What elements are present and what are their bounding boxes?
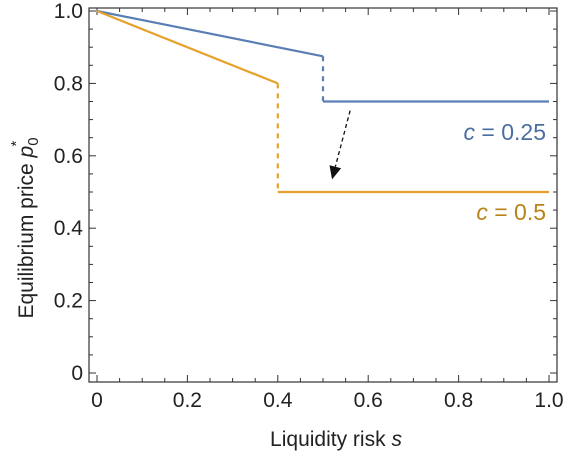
x-tick-label: 0.6: [354, 389, 383, 412]
y-tick-label: 1.0: [54, 0, 83, 23]
annotation-arrow-head: [329, 165, 342, 180]
series-label-1: c = 0.25: [464, 119, 546, 145]
y-tick-label: 0: [71, 362, 83, 385]
x-tick-label: 0: [91, 389, 103, 412]
x-axis-title: Liquidity risk s: [270, 428, 402, 451]
y-axis-title: Equilibrium price p0*: [8, 137, 42, 318]
y-tick-label: 0.8: [54, 72, 83, 95]
axis-ticks: 0 0.2 0.4 0.6 0.8 1.0 0 0.2 0.4 0.6 0.8 1.0: [54, 0, 564, 412]
series-1-segment-1: [96, 9, 324, 58]
plot-border: [88, 7, 558, 383]
plot-frame: [88, 7, 558, 383]
series-lines: [96, 9, 549, 194]
x-tick-label: 0.4: [263, 389, 293, 412]
series-2-segment-1: [96, 9, 279, 85]
series-labels: c = 0.25 c = 0.5: [464, 119, 546, 225]
x-tick-label: 1.0: [534, 389, 563, 412]
annotation-arrow-shaft: [334, 110, 351, 167]
y-tick-label: 0.2: [54, 290, 83, 313]
annotations: [329, 110, 351, 180]
y-tick-label: 0.6: [54, 145, 83, 168]
series-label-2: c = 0.5: [476, 199, 546, 225]
x-tick-label: 0.8: [444, 389, 473, 412]
x-tick-label: 0.2: [173, 389, 202, 412]
y-tick-label: 0.4: [54, 217, 84, 240]
